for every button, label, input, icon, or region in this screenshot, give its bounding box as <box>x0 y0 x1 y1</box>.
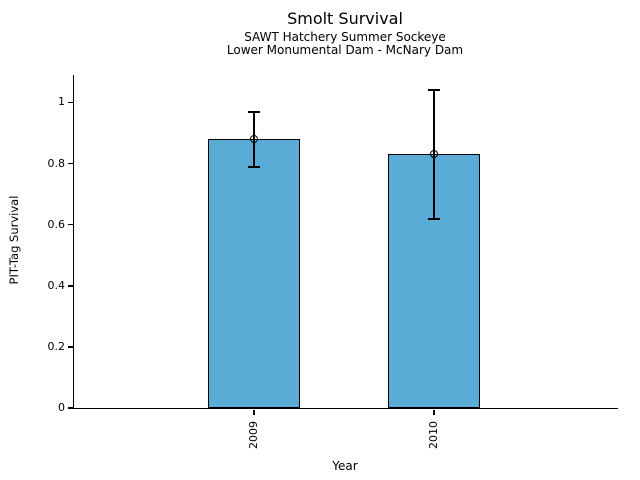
point-marker <box>250 135 258 144</box>
y-tick-label: 0.6 <box>47 217 66 231</box>
error-bar-cap-bottom <box>428 217 440 220</box>
y-tick-mark <box>68 162 73 165</box>
y-tick-mark <box>68 346 73 348</box>
plot-area <box>73 75 618 409</box>
y-tick-label: 0.8 <box>47 156 66 170</box>
error-bar-cap-top <box>428 89 440 92</box>
point-marker <box>430 150 438 159</box>
y-tick-label: 0.4 <box>47 278 66 292</box>
x-tick-label: 2009 <box>247 421 260 449</box>
x-tick-label: 2010 <box>427 421 440 449</box>
error-bar-cap-bottom <box>248 165 260 168</box>
y-tick-label: 1 <box>58 95 65 109</box>
y-tick-mark <box>68 101 73 104</box>
y-tick-label: 0 <box>58 401 65 414</box>
y-tick-label: 0.2 <box>47 339 66 353</box>
chart-subtitle-line2: Lower Monumental Dam - McNary Dam <box>226 43 464 57</box>
chart-subtitle-line1: SAWT Hatchery Summer Sockeye <box>244 30 446 44</box>
y-tick-mark <box>68 285 73 287</box>
y-tick-mark <box>68 223 73 226</box>
bar-2009 <box>208 139 300 408</box>
x-axis-label: Year <box>332 459 358 473</box>
y-tick-mark <box>68 407 73 409</box>
x-tick-mark <box>253 409 255 415</box>
x-tick-mark <box>433 409 435 415</box>
error-bar-cap-top <box>248 110 260 113</box>
chart-title: Smolt Survival <box>287 9 403 28</box>
y-axis-label: PIT-Tag Survival <box>7 195 21 285</box>
